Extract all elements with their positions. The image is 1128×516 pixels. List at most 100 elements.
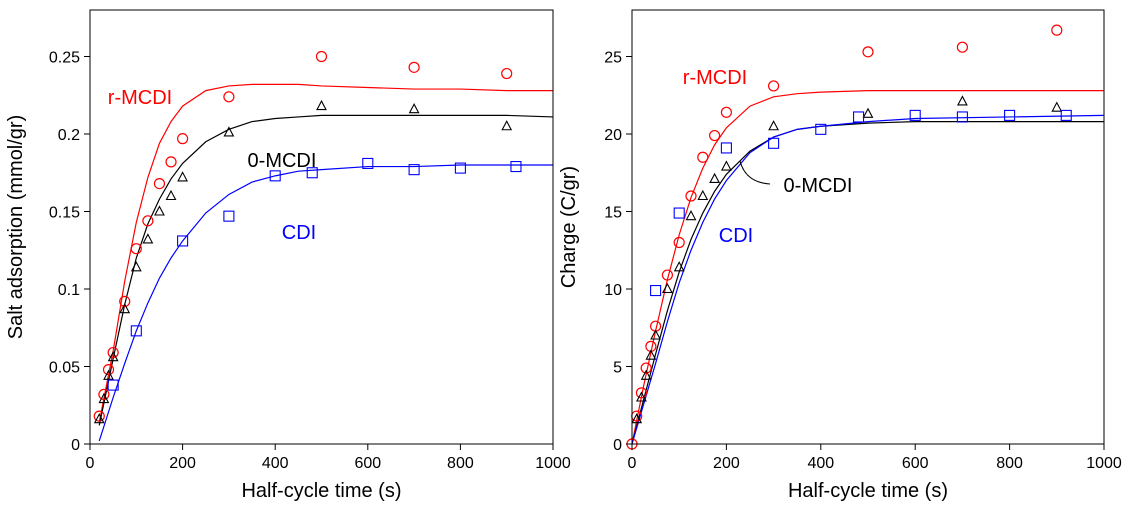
- data-point-0-mcdi: [673, 261, 685, 272]
- data-point-0-mcdi: [165, 189, 177, 201]
- y-axis-label: Charge (C/gr): [558, 166, 580, 288]
- data-point-0-mcdi: [640, 369, 652, 380]
- data-point-0-mcdi: [98, 392, 110, 404]
- annotation-leader-line: [739, 160, 771, 185]
- y-tick-label: 0: [71, 437, 80, 454]
- data-point-r-mcdi: [635, 387, 648, 399]
- x-axis-label: Half-cycle time (s): [788, 480, 948, 502]
- data-point-0-mcdi: [177, 171, 189, 182]
- data-point-0-mcdi: [685, 209, 697, 221]
- data-point-cdi: [306, 167, 318, 179]
- data-point-r-mcdi: [165, 156, 177, 168]
- data-point-cdi: [673, 207, 685, 219]
- x-tick-label: 0: [628, 455, 637, 472]
- data-point-r-mcdi: [501, 67, 513, 80]
- data-point-0-mcdi: [103, 369, 114, 380]
- plot-frame: [89, 9, 554, 445]
- data-point-r-mcdi: [697, 151, 709, 163]
- data-point-cdi: [454, 162, 466, 174]
- data-point-0-mcdi: [408, 103, 420, 114]
- y-tick-label: 0.1: [58, 282, 80, 299]
- data-point-cdi: [510, 161, 522, 173]
- data-point-r-mcdi: [315, 50, 328, 63]
- data-point-r-mcdi: [142, 215, 154, 227]
- data-point-cdi: [1004, 109, 1016, 121]
- x-tick-label: 1000: [1086, 455, 1122, 472]
- chart-panel-1: 0 200 400 600 800 1000 0 0.05 0.1 0.15 0.2 0.25 Half…: [5, 9, 571, 502]
- data-point-0-mcdi: [154, 205, 165, 216]
- data-point-0-mcdi: [720, 160, 732, 171]
- x-tick-label: 400: [807, 455, 834, 472]
- data-point-0-mcdi: [1051, 101, 1063, 112]
- data-point-0-mcdi: [130, 261, 142, 272]
- data-point-r-mcdi: [1051, 24, 1063, 36]
- x-tick-label: 600: [902, 455, 929, 472]
- data-point-cdi: [107, 379, 119, 391]
- data-point-cdi: [269, 170, 281, 182]
- data-point-r-mcdi: [223, 91, 235, 103]
- data-point-r-mcdi: [673, 236, 685, 249]
- data-point-0-mcdi: [316, 99, 327, 111]
- y-tick-label: 25: [604, 50, 622, 67]
- y-tick-label: 15: [604, 205, 622, 222]
- data-point-r-mcdi: [720, 106, 733, 118]
- x-tick-label: 200: [169, 455, 196, 472]
- data-point-r-mcdi: [661, 269, 674, 281]
- y-tick-label: 5: [613, 360, 622, 377]
- chart-panel-2: 0 200 400 600 800 1000 0 5 10 15 20 25 Half-cycle ti…: [558, 9, 1122, 502]
- data-point-0-mcdi: [93, 413, 105, 424]
- y-tick-label: 20: [604, 127, 622, 144]
- fit-line-0-mcdi: [98, 114, 554, 426]
- data-point-0-mcdi: [636, 391, 647, 402]
- data-point-cdi: [362, 157, 374, 169]
- series-annotation-cdi: CDI: [719, 225, 753, 247]
- data-point-cdi: [1060, 109, 1072, 121]
- data-point-cdi: [408, 164, 420, 176]
- data-point-0-mcdi: [709, 172, 721, 183]
- data-point-r-mcdi: [177, 133, 189, 145]
- data-point-0-mcdi: [862, 107, 874, 118]
- data-point-cdi: [768, 137, 780, 149]
- fit-line-cdi: [631, 114, 1105, 445]
- data-point-cdi: [956, 111, 968, 123]
- y-axis-label: Salt adsorption (mmol/gr): [5, 115, 27, 340]
- data-point-cdi: [815, 123, 827, 135]
- data-point-r-mcdi: [107, 346, 119, 359]
- series-annotation-r-mcdi: r-MCDI: [108, 87, 172, 109]
- data-point-0-mcdi: [501, 120, 513, 131]
- data-point-r-mcdi: [862, 46, 874, 58]
- data-point-cdi: [130, 325, 142, 337]
- data-point-0-mcdi: [650, 329, 662, 340]
- data-point-cdi: [720, 142, 732, 154]
- data-point-r-mcdi: [408, 61, 420, 73]
- data-point-r-mcdi: [153, 178, 166, 190]
- y-tick-label: 0.05: [49, 360, 80, 377]
- data-point-cdi: [853, 111, 865, 123]
- series-annotation-0-mcdi: 0-MCDI: [248, 150, 317, 172]
- y-tick-label: 0: [613, 437, 622, 454]
- data-point-0-mcdi: [645, 349, 657, 360]
- y-tick-label: 0.15: [49, 205, 80, 222]
- data-point-r-mcdi: [708, 129, 721, 142]
- data-point-0-mcdi: [107, 351, 119, 362]
- fit-line-0-mcdi: [631, 120, 1104, 445]
- x-tick-label: 600: [354, 455, 381, 472]
- y-tick-label: 0.2: [58, 127, 80, 144]
- x-tick-label: 0: [86, 455, 95, 472]
- data-point-0-mcdi: [661, 282, 673, 294]
- x-tick-label: 200: [713, 455, 740, 472]
- data-point-cdi: [177, 235, 189, 247]
- series-annotation-r-mcdi: r-MCDI: [683, 67, 747, 89]
- data-point-r-mcdi: [640, 362, 652, 374]
- data-point-cdi: [909, 109, 921, 121]
- x-tick-label: 800: [447, 455, 474, 472]
- fit-line-r-mcdi: [631, 89, 1104, 445]
- data-point-r-mcdi: [98, 388, 110, 400]
- data-point-r-mcdi: [93, 410, 105, 422]
- fit-line-cdi: [98, 164, 553, 442]
- data-point-0-mcdi: [142, 233, 154, 244]
- data-point-0-mcdi: [223, 126, 235, 137]
- data-point-r-mcdi: [767, 80, 780, 92]
